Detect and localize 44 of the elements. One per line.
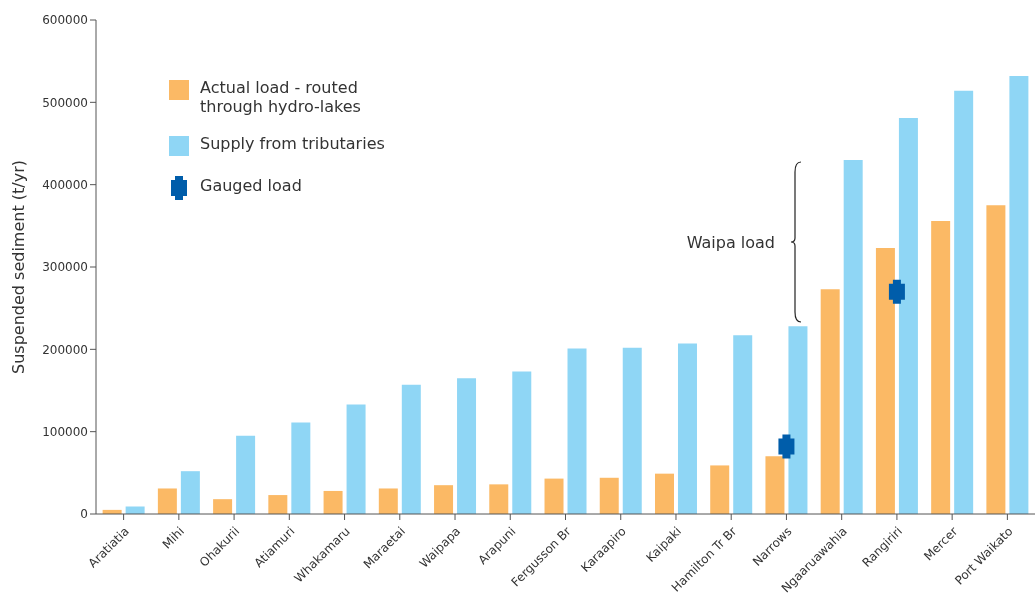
bar <box>898 117 918 514</box>
bar <box>788 326 808 514</box>
y-tick-label: 200000 <box>42 342 88 357</box>
legend-label: Supply from tributaries <box>200 134 385 153</box>
y-tick-label: 300000 <box>42 260 88 275</box>
bar <box>346 404 366 514</box>
bar <box>268 495 288 514</box>
bar <box>236 435 256 514</box>
bar <box>875 248 895 514</box>
bar <box>622 347 642 514</box>
bar <box>378 488 398 514</box>
bar <box>157 488 177 514</box>
bar <box>213 499 233 514</box>
bar <box>401 384 421 514</box>
bar <box>323 490 343 514</box>
legend-label: Actual load - routed through hydro-lakes <box>200 78 362 116</box>
bar <box>489 484 509 514</box>
bar <box>434 485 454 514</box>
y-tick-label: 500000 <box>42 95 88 110</box>
y-tick-label: 400000 <box>42 177 88 192</box>
y-tick-label: 100000 <box>42 424 88 439</box>
bar <box>954 90 974 514</box>
annotation: Waipa load <box>686 233 775 252</box>
bar <box>677 343 697 514</box>
bar <box>654 473 674 514</box>
bar <box>820 289 840 514</box>
bar <box>512 371 532 514</box>
bar <box>843 159 863 514</box>
legend-label: Gauged load <box>200 176 302 195</box>
bar <box>567 348 587 514</box>
bar <box>544 478 564 514</box>
y-tick-label: 600000 <box>42 13 88 28</box>
bar <box>291 422 311 514</box>
bar <box>599 477 619 514</box>
y-tick-label: 0 <box>80 507 88 522</box>
bar <box>710 465 730 514</box>
bar <box>180 471 200 514</box>
bar <box>765 456 785 514</box>
bar <box>986 205 1006 514</box>
bar <box>733 335 753 514</box>
bar <box>1009 75 1029 514</box>
bar <box>931 220 951 514</box>
y-axis-title: Suspended sediment (t/yr) <box>8 160 28 374</box>
bar <box>457 378 477 514</box>
